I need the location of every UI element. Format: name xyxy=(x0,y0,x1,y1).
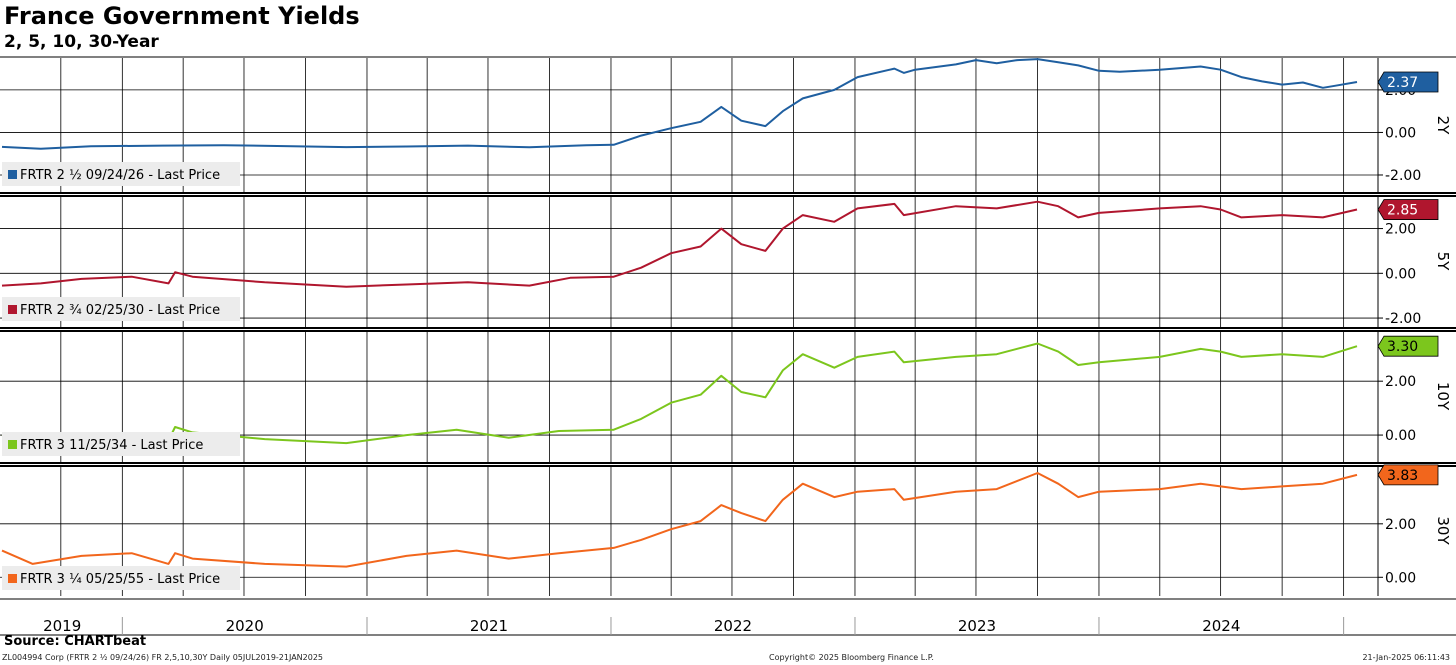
y-tick-label: 2.00 xyxy=(1385,517,1416,533)
legend-box xyxy=(2,297,240,321)
panel-label: 10Y xyxy=(1434,382,1452,411)
y-tick-label: 0.00 xyxy=(1385,428,1416,444)
legend-swatch xyxy=(8,574,17,583)
ticker-note: ZL004994 Corp (FRTR 2 ½ 09/24/26) FR 2,5… xyxy=(2,653,324,662)
last-value-label: 2.37 xyxy=(1387,75,1418,91)
legend-swatch xyxy=(8,305,17,314)
source-note: Source: CHARTbeat xyxy=(4,634,147,649)
y-tick-label: 2.00 xyxy=(1385,222,1416,238)
legend-swatch xyxy=(8,440,17,449)
series-line-5y xyxy=(1,200,1358,288)
y-tick-label: -2.00 xyxy=(1385,168,1421,184)
legend-swatch xyxy=(8,170,17,179)
panel-label: 30Y xyxy=(1434,516,1452,545)
x-tick-label: 2022 xyxy=(714,617,752,635)
last-value-badge xyxy=(1377,71,1439,93)
x-tick-label: 2023 xyxy=(958,617,996,635)
last-value-badge xyxy=(1377,464,1439,486)
y-tick-label: 2.00 xyxy=(1385,374,1416,390)
last-value-label: 3.83 xyxy=(1387,468,1418,484)
y-tick-label: 0.00 xyxy=(1385,570,1416,586)
legend-label: FRTR 2 ½ 09/24/26 - Last Price xyxy=(20,168,220,183)
legend-label: FRTR 3 ¼ 05/25/55 - Last Price xyxy=(20,572,220,587)
last-value-label: 3.30 xyxy=(1387,339,1418,355)
series-line-30y xyxy=(1,472,1358,568)
last-value-badge xyxy=(1377,335,1439,357)
chart-subtitle: 2, 5, 10, 30-Year xyxy=(4,32,159,52)
legend-label: FRTR 3 11/25/34 - Last Price xyxy=(20,438,203,453)
x-tick-label: 2021 xyxy=(470,617,508,635)
y-tick-label: 0.00 xyxy=(1385,266,1416,282)
panel-10y: 2.00 0.00 3.30 10Y FRTR 3 11/25/34 - Last Pr… xyxy=(0,330,1452,462)
series-line-2y xyxy=(1,58,1358,150)
legend-box xyxy=(2,162,240,186)
last-value-label: 2.85 xyxy=(1387,203,1418,219)
chart-title: France Government Yields xyxy=(4,2,360,30)
x-tick-label: 2024 xyxy=(1202,617,1240,635)
y-tick-label: 0.00 xyxy=(1385,125,1416,141)
last-value-badge xyxy=(1377,199,1439,220)
y-tick-label: -2.00 xyxy=(1385,311,1421,327)
panel-label: 2Y xyxy=(1434,116,1452,136)
legend-label: FRTR 2 ¾ 02/25/30 - Last Price xyxy=(20,303,220,318)
x-tick-label: 2020 xyxy=(226,617,264,635)
legend-box xyxy=(2,566,240,590)
series-line-10y xyxy=(1,342,1358,446)
copyright-note: Copyright© 2025 Bloomberg Finance L.P. xyxy=(769,653,934,662)
panel-30y: 2.00 0.00 3.83 30Y FRTR 3 ¼ 05/25/55 - Last … xyxy=(0,464,1452,596)
x-tick-label: 2019 xyxy=(43,617,81,635)
panel-5y: 2.00 0.00 -2.00 2.85 5Y FRTR 2 ¾ 02/25/30 - L… xyxy=(0,195,1452,327)
panel-label: 5Y xyxy=(1434,252,1452,272)
timestamp-note: 21-Jan-2025 06:11:43 xyxy=(1362,653,1450,662)
legend-box xyxy=(2,432,240,456)
